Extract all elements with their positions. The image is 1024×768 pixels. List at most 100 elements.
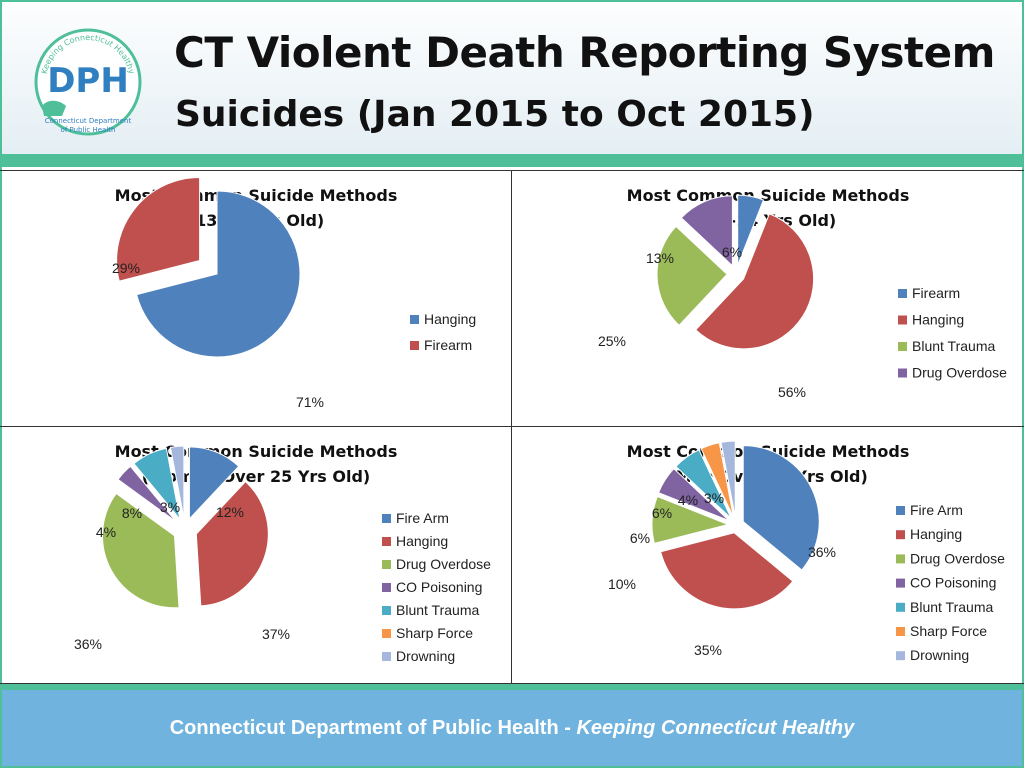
- legend-item-sharp-force: Sharp Force: [910, 623, 987, 639]
- pie-slice-fire-arm: [742, 445, 820, 571]
- logo-letters: DPH: [47, 61, 129, 101]
- legend-swatch-sharp-force: [896, 627, 905, 636]
- pie-slice-sharp-force: [700, 442, 735, 518]
- slice-label-blunt-trauma: 6%: [652, 505, 672, 521]
- legend-item-hanging: Hanging: [910, 526, 962, 542]
- slice-label-drug-overdose: 13%: [646, 250, 674, 266]
- legend-swatch-co-poisoning: [382, 583, 391, 592]
- pie-chart-13-17: Most Common Suicide Methods(13-17 Yrs Ol…: [112, 177, 476, 410]
- chart-panel-women-25: Most Common Suicide Methods (Women Over 2…: [0, 427, 512, 683]
- pie-slice-co-poisoning: [117, 465, 177, 523]
- legend-item-firearm: Firearm: [912, 285, 960, 301]
- header-band: [2, 154, 1022, 167]
- legend-swatch-drowning: [896, 651, 905, 661]
- pie-slice-hanging: [195, 480, 269, 607]
- pie-area: [656, 194, 815, 350]
- pie-slice-drowning: [169, 445, 185, 519]
- header: Keeping Connecticut Healthy DPH Connecti…: [2, 2, 1022, 154]
- slice-label-firearm: 6%: [722, 244, 742, 260]
- slice-label-hanging: 35%: [694, 642, 722, 658]
- slice-label-sharp-force: 4%: [678, 492, 698, 508]
- legend-item-hanging: Hanging: [912, 312, 964, 328]
- pie-area: [651, 440, 820, 610]
- footer-separator: -: [558, 717, 577, 739]
- slice-label-firearm: 29%: [112, 260, 140, 276]
- legend-swatch-blunt-trauma: [896, 602, 905, 612]
- legend-item-firearm: Firearm: [424, 337, 472, 353]
- legend-swatch-fire-arm: [896, 506, 905, 515]
- legend-swatch-firearm: [898, 289, 907, 298]
- legend-item-blunt-trauma: Blunt Trauma: [912, 338, 995, 354]
- pie-slice-firearm: [737, 194, 765, 266]
- footer-organization: Connecticut Department of Public Health: [169, 717, 559, 739]
- slice-label-drowning: 3%: [704, 490, 724, 506]
- slice-label-blunt-trauma: 25%: [598, 333, 626, 349]
- chart-panel-13-17: Most Common Suicide Methods(13-17 Yrs Ol…: [0, 171, 512, 427]
- legend-item-co-poisoning: CO Poisoning: [396, 579, 482, 595]
- pie-slice-drug-overdose: [680, 195, 733, 267]
- logo-caption-2: of Public Health: [61, 126, 116, 134]
- slice-label-drug-overdose: 10%: [608, 576, 636, 592]
- page-subtitle: Suicides (Jan 2015 to Oct 2015): [175, 94, 815, 135]
- legend-swatch-fire-arm: [382, 514, 391, 523]
- legend-swatch-hanging: [896, 530, 905, 540]
- slice-label-hanging: 56%: [778, 384, 806, 400]
- legend-swatch-drowning: [382, 652, 391, 661]
- legend-item-drug-overdose: Drug Overdose: [912, 365, 1007, 381]
- chart-panel-men-25: Most Common Suicide Methods(Men Over 25 …: [512, 427, 1024, 683]
- legend-swatch-blunt-trauma: [898, 342, 907, 351]
- legend-item-hanging: Hanging: [396, 533, 448, 549]
- legend-swatch-blunt-trauma: [382, 606, 391, 615]
- pie-slice-drug-overdose: [102, 492, 180, 609]
- chart-title-line-1: Most Common Suicide Methods: [115, 442, 398, 461]
- legend-item-fire-arm: Fire Arm: [910, 502, 963, 518]
- legend-item-blunt-trauma: Blunt Trauma: [396, 602, 479, 618]
- chart-title-line-1: Most Common Suicide Methods: [627, 186, 910, 205]
- slice-label-fire-arm: 12%: [216, 504, 244, 520]
- chart-grid: Most Common Suicide Methods(13-17 Yrs Ol…: [0, 170, 1024, 684]
- slice-label-co-poisoning: 4%: [96, 524, 116, 540]
- pie-slice-firearm: [116, 177, 201, 282]
- pie-chart-18-24: Most Common Suicide Methods(18-24 Yrs Ol…: [598, 186, 1007, 400]
- legend-swatch-hanging: [898, 315, 907, 325]
- pie-chart-women-25: Most Common Suicide Methods(Women Over 2…: [74, 442, 491, 664]
- legend-item-hanging: Hanging: [424, 311, 476, 327]
- footer-tagline: Keeping Connecticut Healthy: [576, 717, 855, 739]
- legend-swatch-co-poisoning: [896, 578, 905, 588]
- slice-label-hanging: 71%: [296, 394, 324, 410]
- chart-panel-18-24: Most Common Suicide Methods(18-24 Yrs Ol…: [512, 171, 1024, 427]
- legend-swatch-drug-overdose: [898, 368, 907, 378]
- pie-slice-fire-arm: [188, 446, 240, 521]
- legend-swatch-sharp-force: [382, 629, 391, 638]
- legend-swatch-hanging: [410, 315, 419, 324]
- pie-slice-blunt-trauma: [675, 449, 732, 519]
- legend-item-fire-arm: Fire Arm: [396, 510, 449, 526]
- logo-caption-1: Connecticut Department: [45, 117, 132, 125]
- dph-logo: Keeping Connecticut Healthy DPH Connecti…: [34, 28, 142, 136]
- logo-state-icon: [42, 100, 66, 116]
- slice-label-drowning: 3%: [160, 499, 180, 515]
- legend-item-drowning: Drowning: [396, 648, 455, 664]
- pie-slice-hanging: [660, 532, 794, 610]
- legend-item-co-poisoning: CO Poisoning: [910, 575, 996, 591]
- slice-label-blunt-trauma: 8%: [122, 505, 142, 521]
- pie-slice-drowning: [720, 440, 736, 518]
- pie-area: [102, 445, 269, 609]
- legend-item-blunt-trauma: Blunt Trauma: [910, 599, 993, 615]
- legend-swatch-drug-overdose: [896, 554, 905, 564]
- footer-band: [2, 684, 1022, 690]
- slice-label-co-poisoning: 6%: [630, 530, 650, 546]
- legend-item-sharp-force: Sharp Force: [396, 625, 473, 641]
- legend-swatch-hanging: [382, 537, 391, 546]
- legend-item-drug-overdose: Drug Overdose: [396, 556, 491, 572]
- pie-slice-blunt-trauma: [656, 225, 728, 327]
- pie-area: [116, 177, 301, 358]
- legend-item-drug-overdose: Drug Overdose: [910, 550, 1005, 566]
- slice-label-fire-arm: 36%: [808, 544, 836, 560]
- footer: Connecticut Department of Public Health …: [2, 690, 1022, 766]
- legend-swatch-drug-overdose: [382, 560, 391, 569]
- legend-swatch-firearm: [410, 341, 419, 350]
- legend-item-drowning: Drowning: [910, 647, 969, 663]
- pie-slice-blunt-trauma: [133, 447, 181, 520]
- slice-label-drug-overdose: 36%: [74, 636, 102, 652]
